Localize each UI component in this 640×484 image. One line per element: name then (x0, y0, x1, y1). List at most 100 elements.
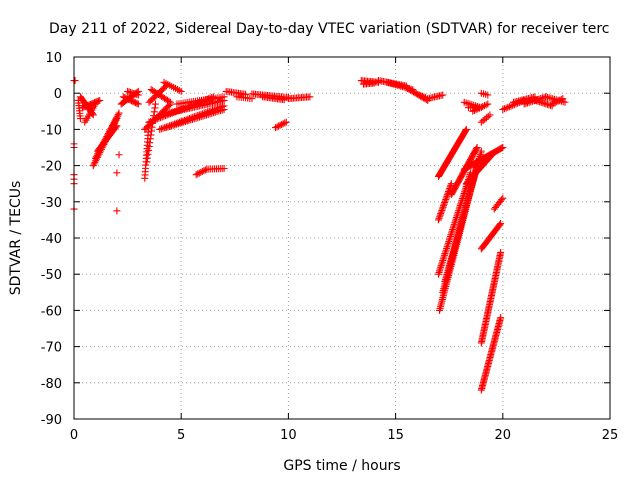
data-point (147, 127, 155, 135)
data-point (71, 77, 79, 85)
data-point (90, 160, 98, 168)
data-point (496, 221, 504, 229)
data-point (554, 97, 562, 105)
data-point (113, 122, 121, 130)
y-axis-title: SDTVAR / TECUs (8, 181, 24, 296)
data-point (550, 99, 558, 107)
data-point (156, 125, 164, 133)
data-point (152, 116, 160, 124)
data-point (436, 213, 444, 221)
data-point (483, 114, 491, 122)
data-point (497, 248, 505, 256)
data-point (115, 109, 123, 117)
x-tick-label: 20 (495, 428, 512, 443)
data-point (151, 104, 159, 112)
data-point (145, 118, 153, 126)
data-point (115, 151, 123, 159)
data-point (484, 112, 492, 120)
y-tick-label: 10 (45, 51, 62, 66)
data-point (147, 131, 155, 139)
data-point (475, 104, 483, 112)
data-point (159, 124, 167, 132)
data-point (145, 146, 153, 154)
x-tick-label: 10 (280, 428, 297, 443)
data-point (275, 122, 283, 130)
data-point (147, 118, 155, 126)
data-point (220, 93, 228, 101)
data-point (272, 124, 280, 132)
data-point (148, 117, 156, 125)
data-point (112, 123, 120, 131)
data-point (484, 91, 492, 99)
data-point (559, 95, 567, 103)
data-point (481, 115, 489, 123)
data-point (497, 314, 505, 322)
data-point (482, 101, 490, 109)
data-point (439, 91, 447, 99)
data-point (439, 203, 447, 211)
data-point (417, 92, 425, 100)
data-point (113, 169, 121, 177)
data-point (91, 154, 99, 162)
data-point (144, 150, 152, 158)
data-point (134, 91, 142, 99)
data-point (113, 207, 121, 215)
data-point (113, 114, 121, 122)
y-tick-label: -40 (41, 232, 62, 247)
data-point (151, 100, 159, 108)
data-point (502, 104, 510, 112)
data-point (418, 92, 426, 100)
data-point (507, 102, 515, 110)
data-point (279, 120, 287, 128)
data-point (504, 103, 512, 111)
data-point (441, 199, 449, 207)
data-point (500, 105, 508, 113)
data-point (276, 121, 284, 129)
data-point (447, 181, 455, 189)
data-point (177, 87, 185, 95)
data-point (522, 100, 530, 108)
data-point (437, 210, 445, 218)
data-point (479, 117, 487, 125)
data-point (143, 158, 151, 166)
data-point (113, 112, 121, 120)
data-point (166, 98, 174, 106)
data-point (486, 111, 494, 119)
x-tick-label: 15 (387, 428, 404, 443)
y-tick-label: -10 (41, 123, 62, 138)
data-point (499, 144, 507, 151)
data-point (434, 216, 442, 224)
data-point (133, 99, 141, 107)
data-point (220, 164, 228, 172)
data-point (165, 97, 173, 105)
data-point (94, 97, 102, 105)
data-point (150, 116, 158, 124)
data-point (282, 118, 290, 126)
data-point (155, 114, 163, 122)
y-tick-label: -70 (41, 341, 62, 356)
data-point (134, 100, 142, 108)
data-point (462, 126, 470, 134)
data-point (278, 120, 286, 128)
data-point (437, 208, 445, 216)
data-point (524, 99, 532, 107)
data-point (441, 197, 449, 205)
data-point (438, 206, 446, 214)
data-point (548, 100, 556, 108)
data-point (438, 205, 446, 213)
data-point (472, 145, 480, 153)
x-tick-label: 5 (177, 428, 185, 443)
data-point (370, 79, 378, 87)
data-point (306, 93, 314, 101)
data-point (436, 211, 444, 219)
x-tick-label: 25 (602, 428, 619, 443)
data-point (415, 91, 423, 99)
data-point (487, 152, 495, 160)
data-point (499, 194, 507, 202)
data-point (145, 143, 153, 151)
data-point (499, 105, 507, 113)
x-tick-label: 0 (70, 428, 78, 443)
y-tick-label: -20 (41, 160, 62, 175)
data-point (200, 167, 208, 175)
data-point (477, 118, 485, 126)
